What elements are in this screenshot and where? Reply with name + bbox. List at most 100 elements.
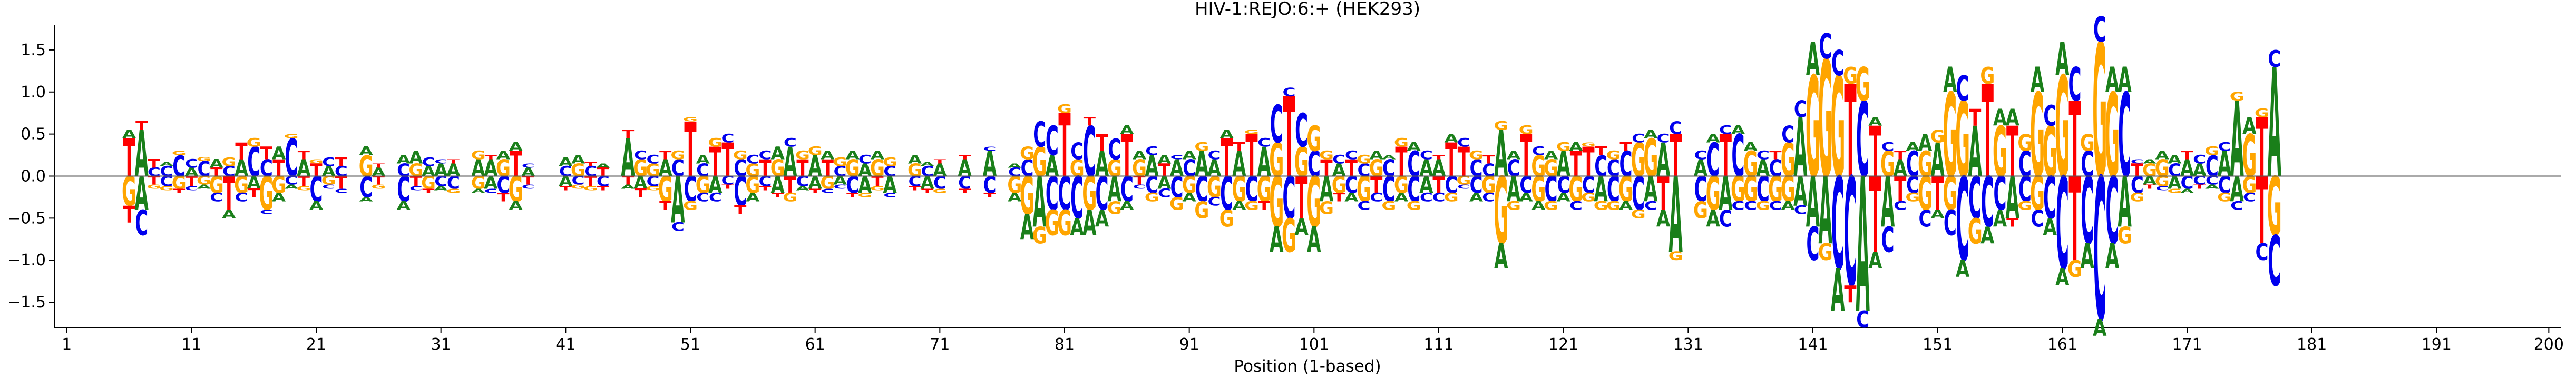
logo-letter-g: G	[870, 185, 885, 192]
logo-letter-g: G	[571, 160, 586, 180]
logo-letter-t: T	[1245, 124, 1257, 191]
logo-letter-a: A	[1095, 144, 1109, 185]
logo-letter-t: T	[959, 154, 971, 161]
logo-letter-c: C	[1208, 148, 1221, 162]
logo-letter-c: C	[1332, 153, 1345, 166]
logo-letter-a: A	[1569, 140, 1583, 154]
logo-letter-a: A	[1930, 207, 1944, 221]
logo-letter-g: G	[197, 156, 211, 163]
logo-letter-a: A	[1170, 155, 1184, 182]
logo-letter-g: G	[1594, 199, 1608, 213]
logo-letter-g: G	[1818, 240, 1833, 266]
logo-letter-g: G	[2255, 106, 2269, 120]
logo-letter-c: C	[1856, 307, 1869, 333]
logo-letter-t: T	[622, 174, 635, 187]
logo-letter-g: G	[745, 172, 760, 198]
x-tick-label: 151	[1923, 335, 1953, 354]
logo-letter-c: C	[1345, 172, 1358, 198]
y-tick-label: −1.5	[7, 293, 46, 312]
x-tick-label: 111	[1423, 335, 1453, 354]
logo-letter-c: C	[2230, 199, 2243, 213]
logo-letter-c: C	[1457, 136, 1470, 150]
logo-letter-c: C	[1283, 165, 1296, 232]
logo-letter-t: T	[759, 155, 771, 182]
logo-letter-t: T	[373, 163, 385, 170]
logo-letter-c: C	[721, 132, 735, 145]
logo-letter-g: G	[1045, 203, 1059, 244]
logo-letter-g: G	[1631, 133, 1646, 187]
logo-letter-g: G	[571, 184, 586, 191]
y-tick-label: 1.0	[21, 83, 46, 102]
logo-letter-g: G	[883, 155, 897, 169]
logo-letter-g: G	[2217, 191, 2232, 204]
x-tick-label: 71	[930, 335, 950, 354]
logo-letter-t: T	[235, 138, 247, 165]
logo-letter-a: A	[1831, 258, 1845, 325]
logo-letter-c: C	[1145, 172, 1158, 198]
logo-letter-c: C	[1070, 138, 1084, 165]
logo-letter-t: T	[809, 187, 822, 194]
logo-letter-c: C	[1358, 160, 1371, 180]
logo-letter-t: T	[1133, 174, 1146, 187]
y-tick-label: −1.0	[7, 251, 46, 270]
logo-letter-t: T	[1432, 154, 1445, 161]
logo-letter-g: G	[1481, 172, 1496, 198]
logo-letter-c: C	[1968, 165, 1982, 232]
logo-letter-t: T	[1520, 124, 1532, 191]
logo-letter-t: T	[1233, 140, 1246, 154]
logo-letter-a: A	[2055, 32, 2070, 86]
logo-letter-g: G	[932, 187, 947, 194]
logo-letter-t: T	[1595, 144, 1607, 158]
y-tick-label: −0.5	[7, 209, 46, 227]
logo-letter-t: T	[759, 185, 772, 192]
logo-letter-c: C	[285, 129, 298, 189]
logo-letter-c: C	[172, 150, 186, 183]
logo-letter-c: C	[1607, 155, 1620, 182]
logo-letter-c: C	[1894, 199, 1907, 213]
logo-letter-c: C	[1881, 140, 1895, 154]
logo-letter-t: T	[2131, 160, 2143, 180]
logo-letter-a: A	[1731, 123, 1745, 137]
logo-letter-g: G	[2055, 48, 2070, 210]
logo-letter-t: T	[1395, 138, 1408, 185]
logo-letter-a: A	[883, 172, 897, 198]
logo-letter-g: G	[1282, 209, 1296, 263]
logo-letter-a: A	[1781, 199, 1794, 213]
logo-letter-a: A	[1931, 133, 1945, 187]
logo-letter-c: C	[497, 172, 510, 198]
logo-letter-a: A	[1544, 148, 1558, 162]
logo-letter-g: G	[1843, 63, 1858, 89]
logo-letter-a: A	[1507, 148, 1520, 162]
logo-letter-g: G	[708, 136, 723, 150]
logo-letter-t: T	[1084, 115, 1096, 128]
logo-letter-c: C	[322, 184, 335, 191]
logo-letter-a: A	[1182, 148, 1196, 162]
logo-letter-g: G	[1955, 81, 1970, 201]
logo-letter-a: A	[1070, 214, 1084, 241]
logo-letter-g: G	[271, 172, 286, 198]
logo-letter-c: C	[1046, 117, 1059, 164]
logo-letter-a: A	[1045, 150, 1059, 183]
logo-letter-c: C	[1819, 27, 1832, 67]
logo-letter-c: C	[734, 155, 747, 182]
logo-letter-c: C	[335, 187, 348, 194]
logo-letter-a: A	[359, 196, 374, 203]
logo-letter-t: T	[1570, 144, 1582, 185]
logo-letter-c: C	[148, 165, 161, 179]
logo-letter-t: T	[2181, 148, 2193, 162]
logo-letter-c: C	[1757, 148, 1770, 162]
logo-letter-c: C	[235, 191, 248, 204]
logo-letter-t: T	[2143, 184, 2156, 191]
logo-letter-c: C	[1482, 160, 1495, 180]
y-tick-label: 0.0	[21, 167, 46, 186]
logo-letter-c: C	[883, 164, 896, 180]
logo-letter-a: A	[1793, 102, 1807, 196]
logo-letter-a: A	[2031, 61, 2045, 101]
logo-letter-c: C	[322, 155, 335, 169]
logo-letter-a: A	[297, 155, 311, 182]
logo-letter-c: C	[1719, 206, 1732, 232]
logo-letter-c: C	[1145, 144, 1158, 158]
logo-letter-a: A	[1557, 144, 1571, 185]
logo-letter-t: T	[1869, 112, 1881, 193]
logo-letter-c: C	[2168, 160, 2181, 180]
